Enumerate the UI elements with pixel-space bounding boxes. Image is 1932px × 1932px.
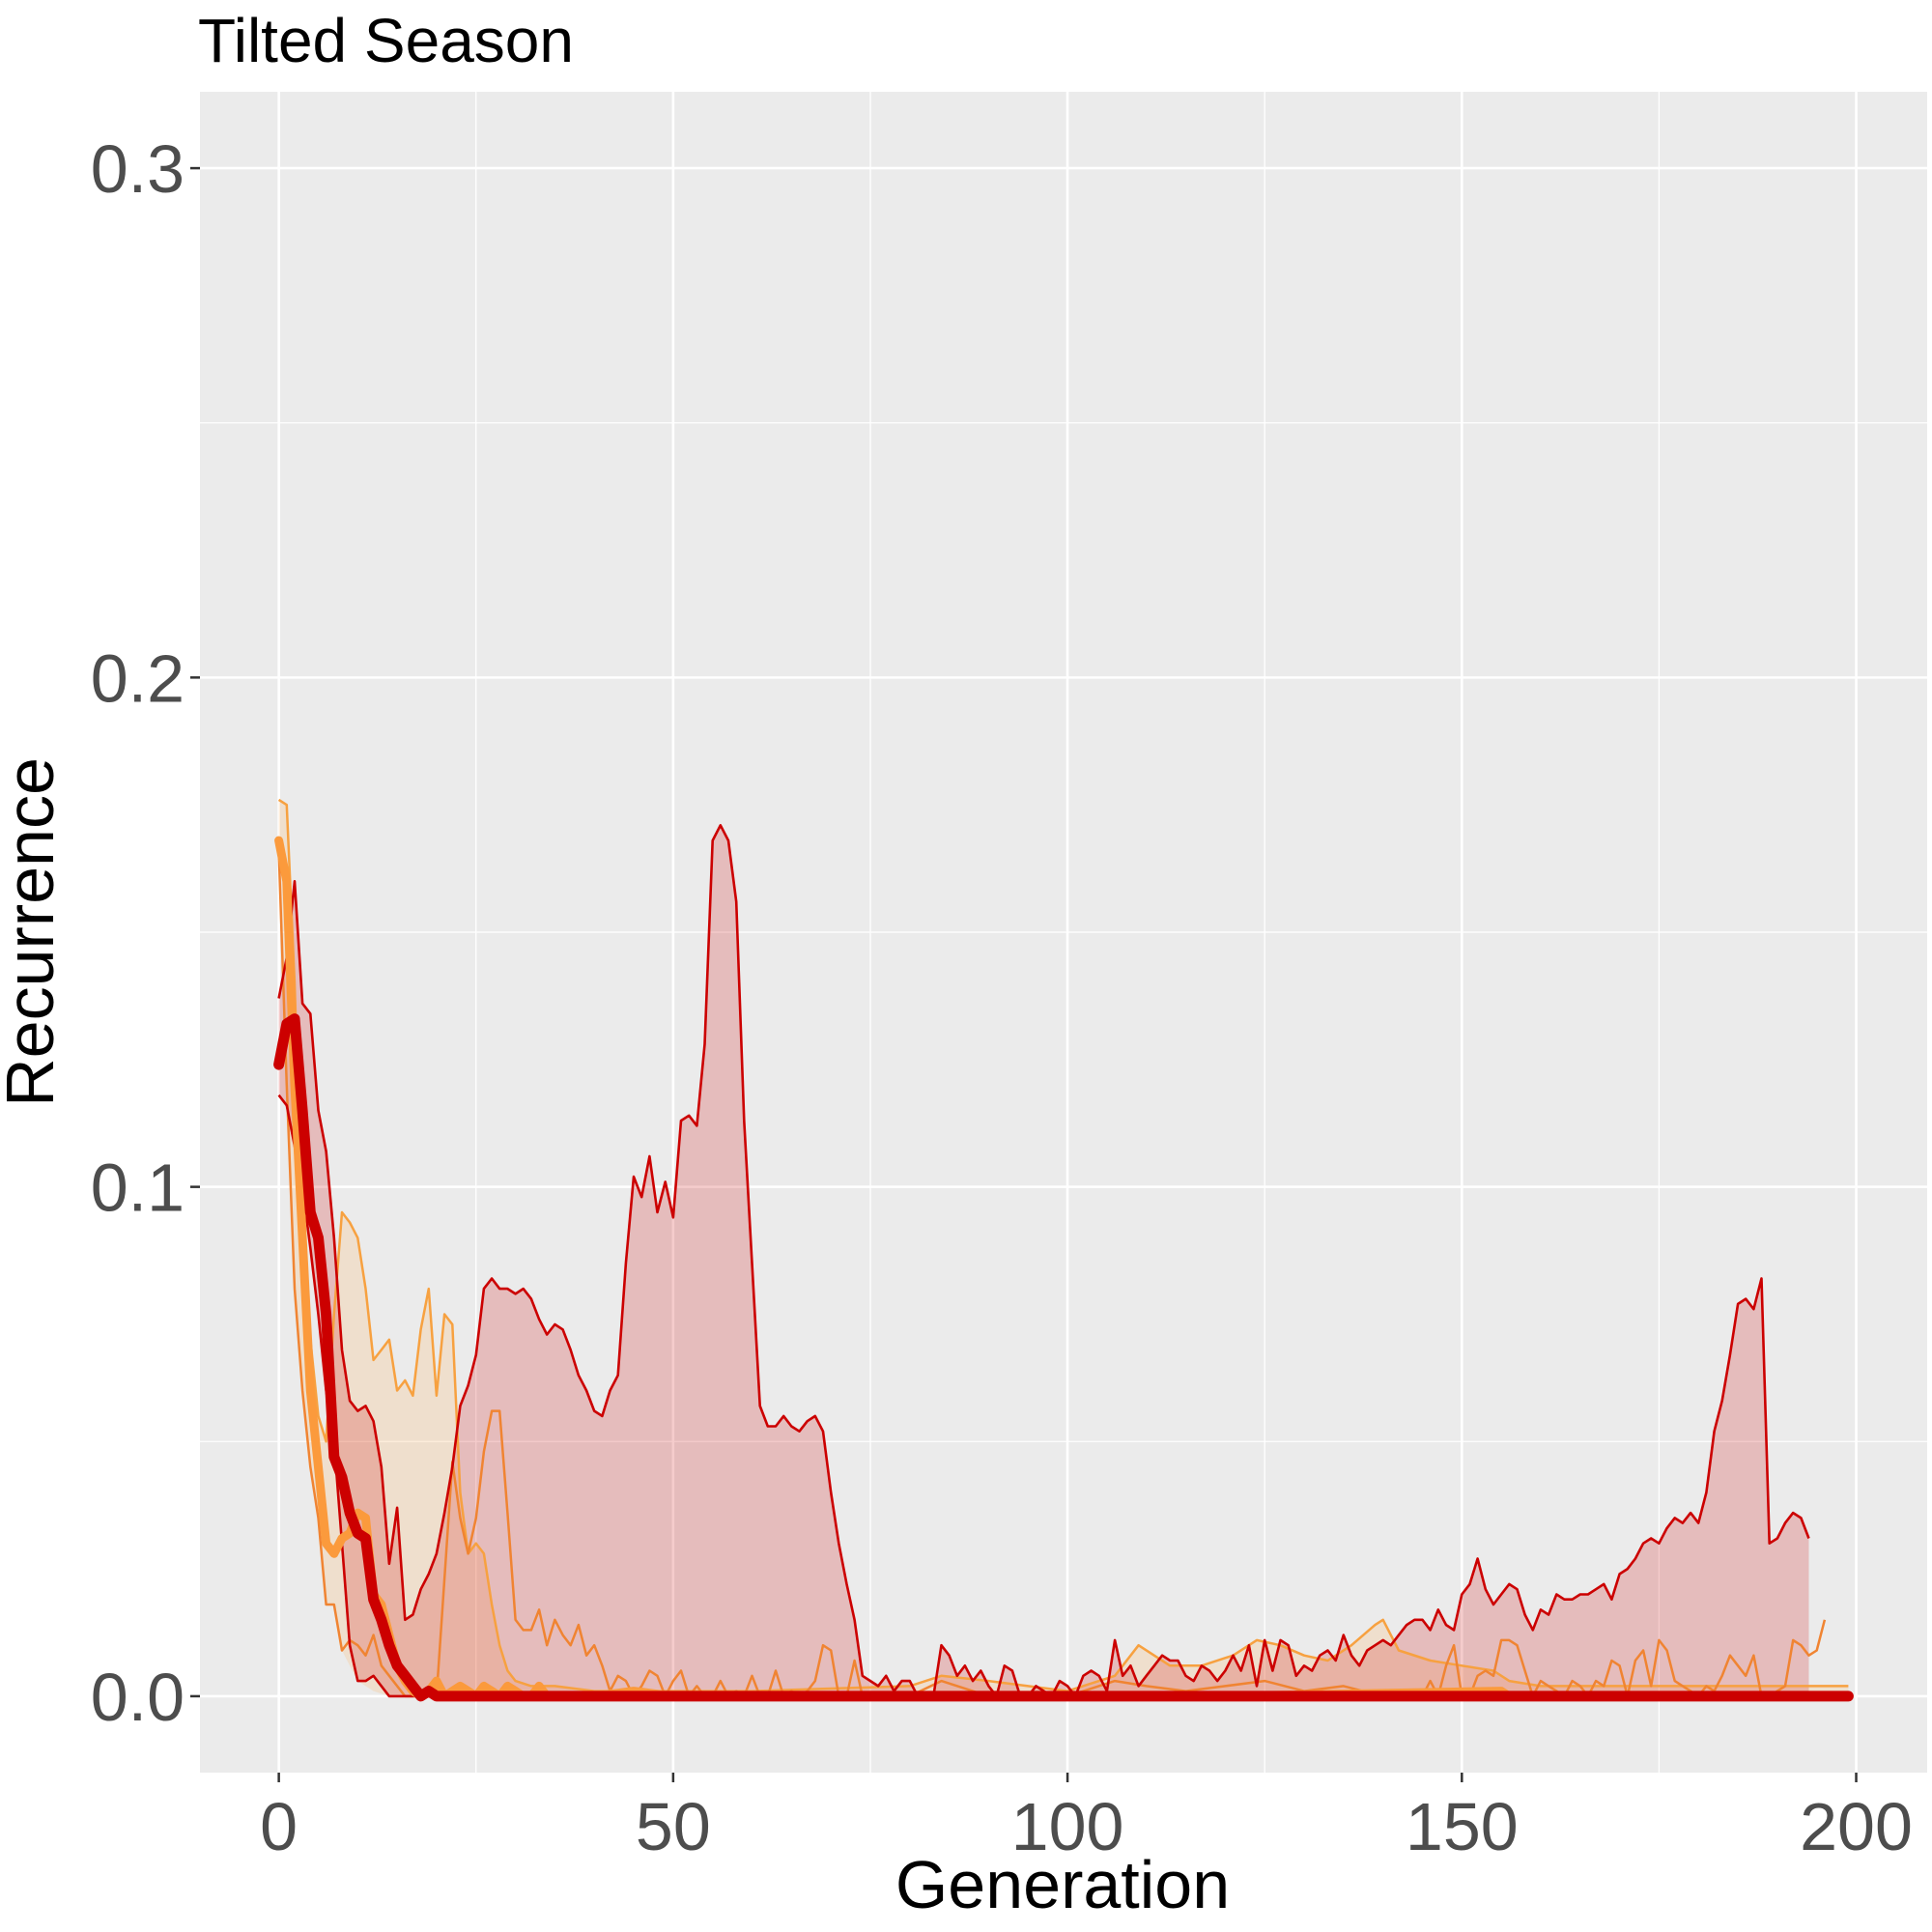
y-tick-label: 0.0 — [91, 1660, 185, 1735]
y-axis-title: Recurrence — [0, 757, 68, 1107]
y-tick-label: 0.3 — [91, 131, 185, 207]
y-tick-label: 0.2 — [91, 640, 185, 716]
major-gridlines — [200, 92, 1927, 1773]
ribbon-bands — [278, 799, 1849, 1696]
chart-title: Tilted Season — [198, 6, 574, 75]
x-tick-label: 0 — [260, 1789, 298, 1864]
red-median-line — [273, 1013, 1854, 1702]
x-tick-label: 200 — [1800, 1789, 1913, 1864]
minor-gridlines — [200, 92, 1927, 1773]
red-ribbon — [278, 825, 1809, 1696]
x-tick-label: 150 — [1406, 1789, 1519, 1864]
x-tick-label: 50 — [636, 1789, 711, 1864]
x-axis-title: Generation — [895, 1847, 1230, 1922]
orange-upper-line — [277, 798, 1849, 1692]
axes: 0 50 100 150 200 0.0 0.1 0.2 0.3 — [91, 131, 1913, 1864]
y-tick-label: 0.1 — [91, 1151, 185, 1226]
series-lines — [273, 798, 1854, 1702]
x-tick-label: 100 — [1011, 1789, 1124, 1864]
orange-ribbon — [278, 799, 1849, 1696]
